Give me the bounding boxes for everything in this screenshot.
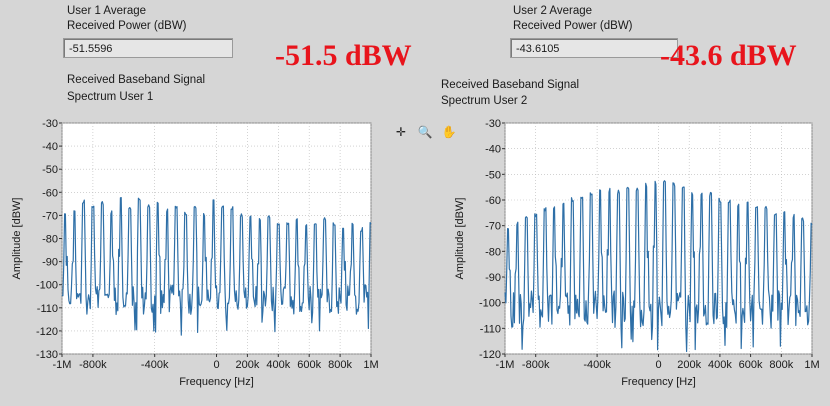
x-tick-label: 1M [804,359,819,371]
spectrum-trace [61,197,372,336]
y-tick-label: -50 [485,169,501,181]
x-tick-label: -800k [79,359,107,371]
y-tick-label: -100 [36,280,58,292]
user2-power-annotation: -43.6 dBW [660,39,797,72]
y-tick-label: -40 [485,144,501,156]
x-axis-label: Frequency [Hz] [179,376,254,388]
x-tick-label: -400k [583,359,611,371]
y-tick-label: -130 [36,349,58,361]
y-tick-label: -120 [36,326,58,338]
y-tick-label: -90 [42,257,58,269]
user1-spectrum-label-line1: Received Baseband Signal [67,74,206,86]
y-tick-label: -70 [485,221,501,233]
y-tick-label: -60 [42,187,58,199]
zoom-icon[interactable]: 🔍 [417,125,433,139]
y-tick-label: -80 [485,246,501,258]
x-tick-label: 0 [655,359,661,371]
x-tick-label: 600k [739,359,763,371]
x-tick-label: 800k [328,359,352,371]
spectrum-trace [504,180,813,353]
x-tick-label: 400k [266,359,290,371]
x-tick-label: 400k [708,359,732,371]
crosshair-icon[interactable]: ✛ [395,125,407,139]
y-axis-label: Amplitude [dBW] [454,198,466,280]
y-tick-label: -70 [42,210,58,222]
y-tick-label: -110 [37,303,58,315]
x-tick-label: 200k [235,359,259,371]
x-tick-label: -800k [522,359,550,371]
x-axis-label: Frequency [Hz] [621,376,696,388]
user1-power-indicator: -51.5596 [63,38,233,58]
y-tick-label: -30 [485,118,501,130]
x-tick-label: 600k [297,359,321,371]
x-tick-label: -1M [53,359,72,371]
x-tick-label: -400k [141,359,169,371]
y-tick-label: -40 [42,141,58,153]
pan-hand-icon[interactable]: ✋ [441,125,457,139]
y-axis-label: Amplitude [dBW] [11,198,23,280]
y-tick-label: -90 [485,272,501,284]
user2-spectrum-label-line1: Received Baseband Signal [441,79,580,91]
y-tick-label: -80 [42,234,58,246]
y-tick-label: -110 [480,323,501,335]
graph-palette: ✛ 🔍 ✋ [392,124,458,140]
user2-power-label-line2: Received Power (dBW) [513,20,633,32]
y-tick-label: -50 [42,164,58,176]
user2-power-label-line1: User 2 Average [513,5,593,17]
spectrum-chart-user1[interactable]: -30 -40 -50 -60 -70 -80 -90 -100 -110 -120 -130-1M… [11,118,379,388]
user1-spectrum-label-line2: Spectrum User 1 [67,91,154,103]
x-tick-label: 200k [677,359,701,371]
user1-power-label-line2: Received Power (dBW) [67,20,187,32]
y-tick-label: -60 [485,195,501,207]
user1-power-annotation: -51.5 dBW [275,39,412,72]
y-tick-label: -30 [42,118,58,130]
y-tick-label: -100 [479,298,501,310]
x-tick-label: 800k [769,359,793,371]
x-tick-label: 1M [363,359,378,371]
spectrum-chart-user2[interactable]: -30 -40 -50 -60 -70 -80 -90 -100 -110 -120-1M -800… [454,118,820,388]
user2-power-indicator: -43.6105 [510,38,678,58]
x-tick-label: 0 [213,359,219,371]
user2-spectrum-label-line2: Spectrum User 2 [441,95,528,107]
user1-power-label-line1: User 1 Average [67,5,147,17]
y-tick-label: -120 [479,349,501,361]
x-tick-label: -1M [496,359,515,371]
plot-area[interactable] [61,122,372,355]
